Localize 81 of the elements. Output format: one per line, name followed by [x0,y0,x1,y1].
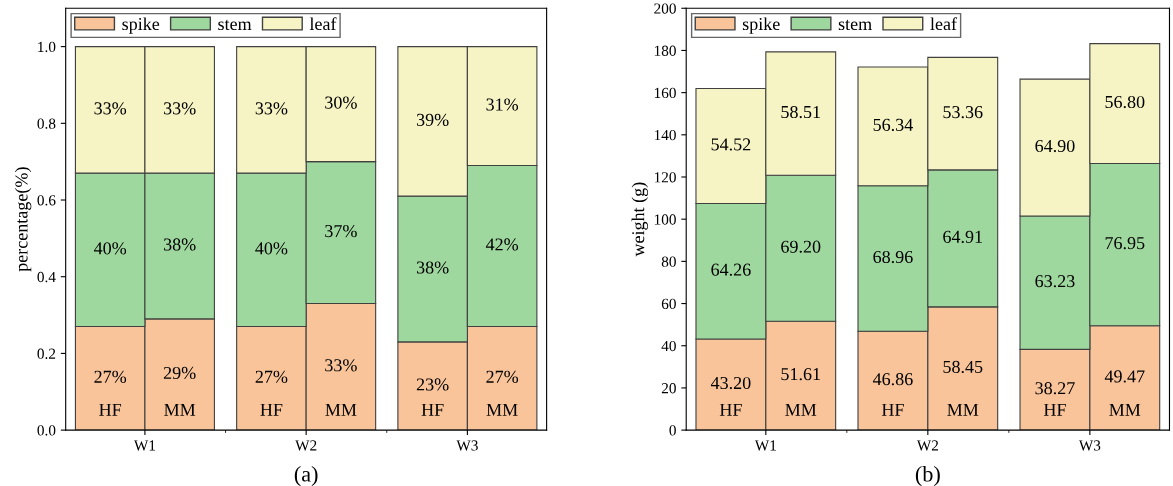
legend-label: spike [122,17,160,34]
x-tick-label: HF [719,403,742,416]
data-label: 63.23 [1035,275,1075,288]
legend-label: leaf [930,17,958,31]
y-tick-label: 80 [661,256,676,267]
data-label: 43.20 [710,376,751,390]
data-label: 33% [255,102,288,115]
x-tick-label: MM [785,403,817,416]
data-label: 40% [255,242,288,255]
data-label: 23% [416,378,449,391]
y-tick-label: 0.2 [37,348,56,359]
data-label: 37% [325,224,357,238]
data-label: 40% [93,242,127,255]
data-label: 46.86 [872,373,913,386]
text: (b) [915,465,940,486]
data-label: 64.90 [1035,139,1075,153]
text: W3 [1078,440,1101,451]
data-label: 38% [163,238,196,251]
y-axis-title: percentage(%) [14,167,32,272]
data-label: 27% [486,370,519,383]
y-tick-label: 60 [661,298,676,310]
y-tick-label: 180 [654,45,676,56]
text: (a) [294,465,318,486]
y-tick-label: 120 [654,172,676,183]
data-label: 30% [325,96,357,109]
data-label: 58.45 [943,360,983,374]
x-tick-label: MM [325,403,357,416]
y-tick-label: 200 [654,3,676,14]
y-tick-label: 160 [654,87,676,99]
data-label: 64.26 [711,263,751,276]
data-label: 29% [163,366,196,380]
x-tick-label: HF [1043,403,1066,416]
text: W1 [133,440,156,451]
data-label: 27% [255,370,288,383]
data-label: 53.36 [943,106,983,119]
data-label: 33% [94,102,127,115]
data-label: 42% [485,238,519,251]
data-label: 58.51 [781,105,820,119]
y-tick-label: 0.6 [37,195,56,206]
data-label: 38.27 [1035,382,1075,395]
data-label: 69.20 [781,240,821,253]
x-tick-label: HF [421,403,444,416]
data-label: 38% [416,261,449,274]
y-tick-label: 140 [654,129,676,141]
text: W2 [295,440,317,451]
y-tick-label: 0.4 [37,271,56,283]
x-tick-label: MM [947,403,979,416]
text: W1 [754,440,776,451]
data-label: 33% [163,102,196,115]
data-label: 56.80 [1105,95,1145,109]
data-label: 76.95 [1105,237,1145,250]
y-tick-label: 100 [654,214,676,225]
data-label: 33% [325,359,357,372]
x-tick-label: MM [486,403,518,416]
legend-label: stem [838,19,872,31]
data-label: 51.61 [781,368,820,381]
data-label: 64.91 [943,230,982,243]
data-label: 68.96 [873,250,913,264]
y-tick-label: 0.0 [37,425,56,436]
legend-label: leaf [309,17,337,31]
y-tick-label: 20 [661,383,676,394]
data-label: 31% [486,98,519,111]
y-axis-title: weight (g) [631,182,649,257]
y-tick-label: 0.8 [37,118,56,129]
x-tick-label: MM [164,403,196,416]
data-label: 56.34 [873,118,913,131]
text: W3 [456,440,478,451]
text: W2 [916,440,939,451]
y-tick-label: 0 [669,425,676,436]
data-label: 49.47 [1104,370,1145,383]
legend-label: stem [218,19,252,31]
y-tick-label: 1.0 [38,41,56,53]
x-tick-label: HF [260,403,283,416]
data-label: 39% [416,113,449,126]
x-tick-label: HF [99,403,122,416]
x-tick-label: HF [881,403,904,416]
data-label: 54.52 [711,138,751,151]
x-tick-label: MM [1109,403,1141,416]
legend-label: spike [742,17,780,34]
data-label: 27% [94,370,127,383]
y-tick-label: 40 [661,340,676,352]
